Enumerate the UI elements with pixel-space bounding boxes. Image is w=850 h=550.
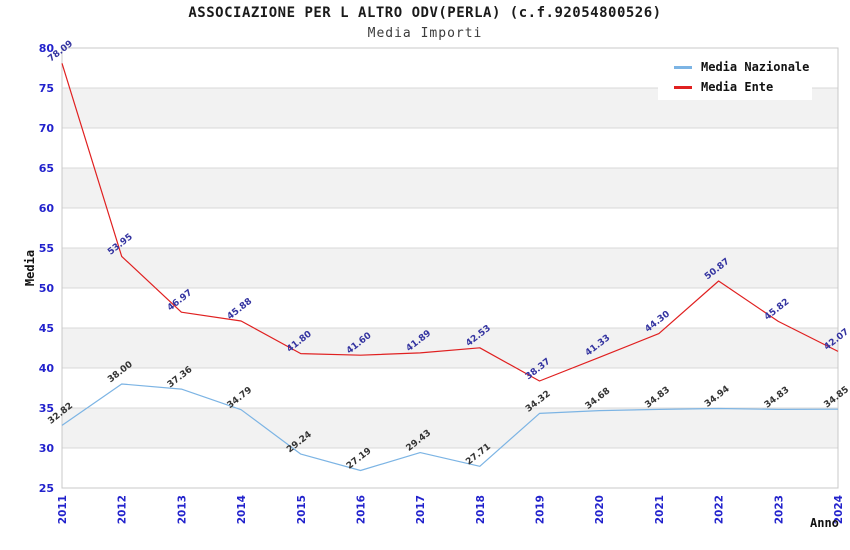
plot-band: [62, 448, 838, 488]
y-tick-label: 30: [39, 442, 55, 455]
x-tick-label: 2020: [594, 495, 606, 524]
series-line-media-nazionale: [61, 383, 839, 472]
legend: Media Nazionale Media Ente: [658, 54, 812, 100]
x-tick-label: 2024: [833, 495, 845, 524]
plot-band: [62, 248, 838, 288]
y-tick-label: 50: [39, 282, 55, 295]
y-tick-label: 55: [39, 242, 54, 255]
x-tick-label: 2013: [176, 495, 188, 524]
x-tick-label: 2011: [57, 495, 69, 524]
plot-border: [61, 47, 839, 489]
y-tick-label: 65: [39, 162, 54, 175]
legend-label-media-nazionale: Media Nazionale: [701, 60, 810, 74]
y-tick-label: 35: [39, 402, 54, 415]
media-ente-line-marker-icon: [674, 85, 692, 89]
legend-entry-media-nazionale: Media Nazionale: [674, 57, 812, 77]
y-axis-title: Media: [23, 249, 37, 287]
x-tick-label: 2017: [415, 495, 427, 524]
x-axis-title: Anno: [810, 516, 839, 530]
plot-band: [62, 408, 838, 448]
x-tick-label: 2018: [475, 495, 487, 524]
plot-bands: [62, 48, 838, 488]
x-tick-label: 2015: [296, 495, 308, 524]
y-tick-label: 80: [39, 42, 55, 55]
plot-band: [62, 168, 838, 208]
plot-band: [62, 128, 838, 168]
chart-title: ASSOCIAZIONE PER L ALTRO ODV(PERLA) (c.f…: [188, 5, 662, 21]
x-tick-label: 2012: [117, 495, 129, 524]
y-tick-label: 40: [39, 362, 55, 375]
x-tick-label: 2019: [535, 495, 547, 524]
plot-band: [62, 288, 838, 328]
chart-subtitle: Media Importi: [367, 26, 483, 41]
y-tick-label: 70: [39, 122, 55, 135]
y-axis-labels: 25 30 35 40 45 50 55 60 65 70 75 80: [39, 42, 55, 495]
y-tick-label: 75: [39, 82, 54, 95]
plot-band: [62, 368, 838, 408]
y-tick-label: 60: [39, 202, 55, 215]
y-tick-label: 45: [39, 322, 54, 335]
x-tick-label: 2016: [355, 495, 367, 524]
x-axis-labels: 2011 2012 2013 2014 2015 2016 2017 2018 2019 2020…: [57, 495, 845, 524]
x-tick-label: 2022: [714, 495, 726, 524]
legend-entry-media-ente: Media Ente: [674, 77, 812, 97]
x-tick-label: 2023: [773, 495, 785, 524]
plot-band: [62, 328, 838, 368]
plot-band: [62, 208, 838, 248]
media-nazionale-line-marker-icon: [674, 65, 692, 69]
x-tick-label: 2021: [654, 495, 666, 524]
y-tick-label: 25: [39, 482, 54, 495]
series-line-media-ente: [61, 63, 839, 382]
legend-label-media-ente: Media Ente: [701, 80, 774, 94]
x-tick-label: 2014: [236, 495, 248, 524]
